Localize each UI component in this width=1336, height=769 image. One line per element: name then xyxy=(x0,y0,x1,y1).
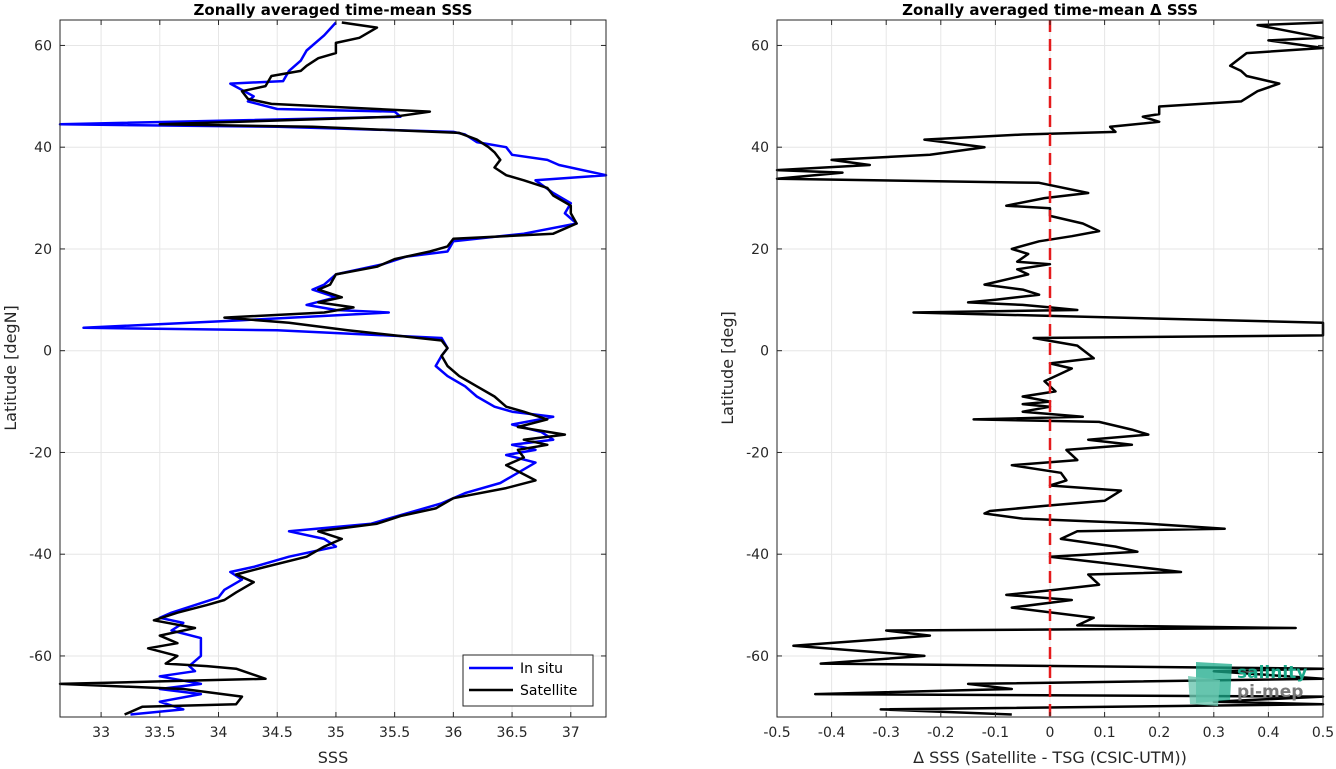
y-tick-label: 0 xyxy=(43,344,52,360)
x-tick-label: 34.5 xyxy=(262,725,293,741)
series-line-satellite xyxy=(58,21,578,716)
x-tick-label: -0.2 xyxy=(927,725,954,741)
y-tick-label: -40 xyxy=(29,547,52,563)
right-y-axis-label: Latitude [deg] xyxy=(718,311,737,425)
legend-label-satellite: Satellite xyxy=(520,683,577,699)
y-tick-label: 20 xyxy=(34,242,52,258)
x-tick-label: 0.5 xyxy=(1312,725,1334,741)
logo-mark-shade-icon xyxy=(1188,676,1220,706)
y-tick-label: -60 xyxy=(746,649,769,665)
y-tick-label: 20 xyxy=(751,242,769,258)
x-tick-label: 33 xyxy=(92,725,110,741)
left-series-group xyxy=(58,21,608,716)
right-chart-panel: -0.5 -0.4 -0.3 -0.2 -0.1 0 0.1 0.2 0.3 0.4 0.5 -60 -… xyxy=(718,1,1334,767)
x-tick-label: 37 xyxy=(562,725,580,741)
x-tick-label: 0 xyxy=(1046,725,1055,741)
series-line-delta-0 xyxy=(775,21,1325,716)
right-x-axis-label: Δ SSS (Satellite - TSG (CSIC-UTM)) xyxy=(913,748,1187,767)
left-y-axis-label: Latitude [degN] xyxy=(1,305,20,431)
left-tick-group: 33 33.5 34 34.5 35 35.5 36 36.5 37 -60 -40 -20 0 20 40… xyxy=(29,20,606,741)
y-tick-label: 60 xyxy=(34,38,52,54)
x-tick-label: -0.1 xyxy=(982,725,1009,741)
legend-box xyxy=(462,654,594,707)
legend: In situ Satellite xyxy=(462,654,594,707)
right-chart-title: Zonally averaged time-mean Δ SSS xyxy=(902,1,1198,19)
salinity-pi-mep-logo: salinity pi-mep xyxy=(1188,662,1307,706)
left-chart-panel: 33 33.5 34 34.5 35 35.5 36 36.5 37 -60 -40 -20 0 20 40… xyxy=(1,1,608,767)
y-tick-label: -60 xyxy=(29,649,52,665)
logo-text-salinity: salinity xyxy=(1237,663,1307,683)
x-tick-label: 0.2 xyxy=(1148,725,1170,741)
x-tick-label: -0.4 xyxy=(818,725,845,741)
legend-label-in-situ: In situ xyxy=(520,661,563,677)
x-tick-label: 36.5 xyxy=(496,725,527,741)
x-tick-label: 35.5 xyxy=(379,725,410,741)
x-tick-label: -0.5 xyxy=(763,725,790,741)
x-tick-label: 34 xyxy=(210,725,228,741)
left-axes-box xyxy=(59,19,607,718)
y-tick-label: 60 xyxy=(751,38,769,54)
right-tick-group: -0.5 -0.4 -0.3 -0.2 -0.1 0 0.1 0.2 0.3 0.4 0.5 -60 -… xyxy=(746,20,1334,741)
x-tick-label: 0.3 xyxy=(1203,725,1225,741)
y-tick-label: -20 xyxy=(746,445,769,461)
right-series-group xyxy=(775,21,1325,716)
y-tick-label: -20 xyxy=(29,445,52,461)
y-tick-label: -40 xyxy=(746,547,769,563)
x-tick-label: 0.1 xyxy=(1093,725,1115,741)
logo-text-pi-mep: pi-mep xyxy=(1237,682,1303,702)
left-plot-area xyxy=(60,20,606,717)
left-x-axis-label: SSS xyxy=(318,748,348,767)
y-tick-label: 40 xyxy=(34,140,52,156)
y-tick-label: 40 xyxy=(751,140,769,156)
left-chart-title: Zonally averaged time-mean SSS xyxy=(194,1,473,19)
x-tick-label: 35 xyxy=(327,725,345,741)
y-tick-label: 0 xyxy=(760,344,769,360)
x-tick-label: 36 xyxy=(444,725,462,741)
x-tick-label: 0.4 xyxy=(1257,725,1279,741)
x-tick-label: -0.3 xyxy=(873,725,900,741)
x-tick-label: 33.5 xyxy=(144,725,175,741)
